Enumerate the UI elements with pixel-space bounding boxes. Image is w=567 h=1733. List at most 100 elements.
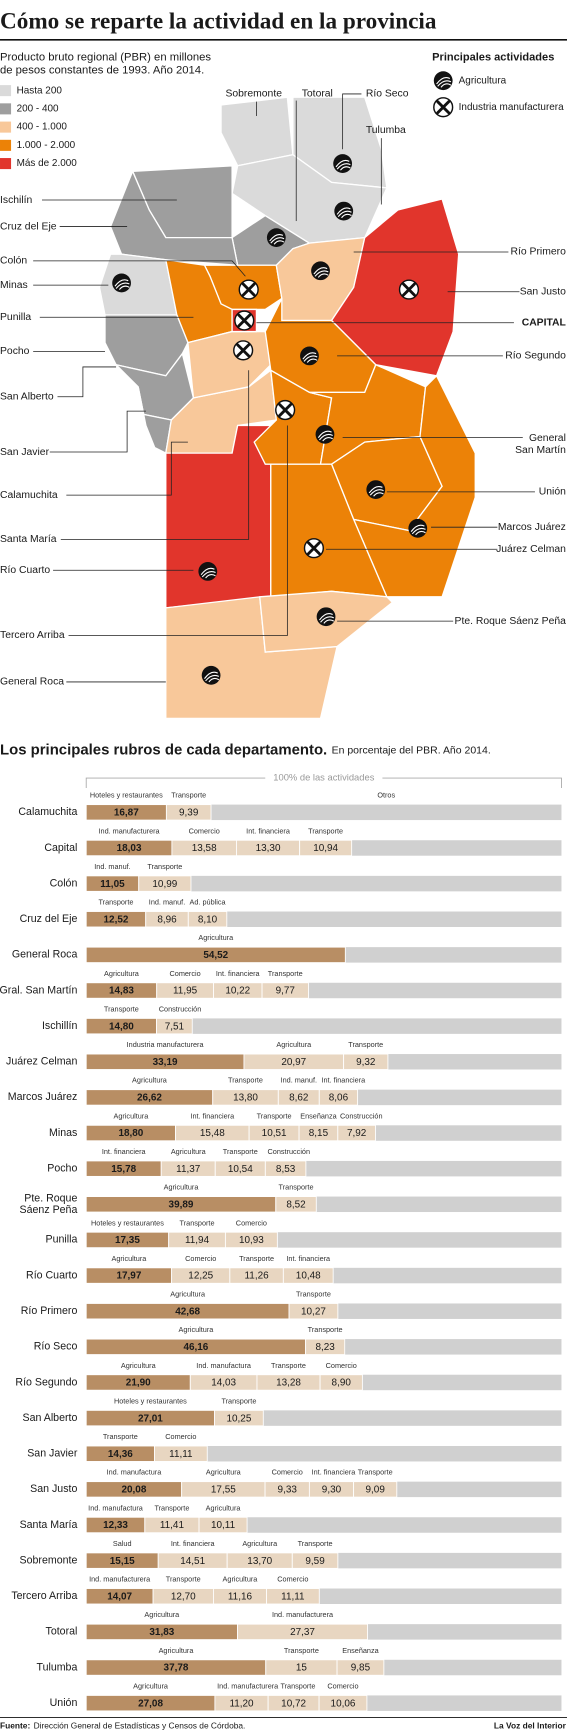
value-label: 9,39 [179,808,199,819]
value-label: 15,15 [110,1556,135,1567]
bar-row: Tulumba 37,78 Agricultura 15 Transporte 9,85 E… [36,1646,562,1676]
value-label: 10,25 [227,1413,252,1424]
segment-name: Hoteles y restaurantes [90,791,163,800]
bar-segment [237,1623,369,1641]
icon-agriculture [333,154,353,173]
value-label: 10,27 [301,1306,326,1317]
row-label: Tercero Arriba [11,1590,77,1602]
bar-row: Cruz del Eje 12,52 Transporte 8,96 Ind. manu… [20,898,562,928]
department-label: Cruz del Eje [0,221,57,232]
icon-agriculture [114,279,130,290]
segment-name: Transporte [239,1254,274,1263]
bar-row: Punilla 17,35 Hoteles y restaurantes 11,94 T… [46,1218,562,1249]
department-label: Ischilín [0,195,33,206]
value-label: 8,06 [329,1093,349,1104]
icon-agriculture [334,201,354,221]
value-label: 12,25 [188,1271,213,1282]
department-label: Punilla [0,312,31,323]
segment-name: Agricultura [132,1076,168,1085]
row-label: Tulumba [36,1661,77,1673]
leader-line [66,441,188,496]
icon-agriculture [266,228,286,248]
value-label: 18,80 [118,1128,143,1139]
value-label: 17,35 [115,1235,140,1246]
bar-segment [165,804,212,821]
bar-segment [319,1374,363,1391]
department-label: San Martín [515,445,566,456]
icon-agriculture [336,207,352,219]
value-label: 14,80 [109,1021,134,1032]
value-label: 26,62 [137,1093,162,1104]
segment-name: Transporte [271,1361,306,1370]
bar-row: Capital 18,03 Ind. manufacturera 13,58 Comer… [44,826,562,857]
segment-name: Ad. pública [190,898,227,907]
department-label: Tulumba [366,125,406,136]
row-label: Río Seco [34,1341,78,1353]
segment-name: Transporte [296,1290,331,1299]
icon-agriculture [436,77,452,88]
segment-name: Transporte [308,1325,343,1334]
source-label: Fuente: [0,1721,30,1731]
value-label: 46,16 [183,1342,208,1353]
value-label: 17,55 [211,1485,236,1496]
icon-agriculture [318,613,335,624]
legend-swatch [0,139,12,151]
segment-name: Comercio [185,1254,216,1263]
segment-name: Construcción [340,1111,383,1120]
bar-row: Gral. San Martín 14,83 Agricultura 11,95 Com… [0,969,562,999]
value-label: 12,33 [103,1520,128,1531]
value-label: 15 [296,1663,308,1674]
bar-segment [154,1445,208,1462]
subtitle: Producto bruto regional (PBR) en millone… [0,51,211,63]
department [330,198,460,377]
value-label: 13,30 [256,843,281,854]
bar-row: Totoral 31,83 Agricultura 27,37 Ind. manufac… [46,1610,562,1641]
value-label: 7,92 [347,1128,367,1139]
segment-name: Transporte [308,826,343,835]
row-label: San Justo [30,1483,77,1495]
legend-swatch [0,103,12,115]
value-label: 10,94 [313,843,338,854]
legend-label: Agricultura [459,75,507,86]
row-label: Colón [50,877,78,889]
row-label: San Alberto [23,1412,78,1424]
bar-segment [214,1409,264,1427]
row-label: Pte. Roque [24,1192,77,1204]
segment-name: Transporte [358,1468,393,1477]
rest-label: Otros [377,791,395,800]
icon-industry [306,541,321,556]
bar-track [86,875,562,892]
row-label: Sobremonte [20,1554,78,1566]
bar-track [86,1018,562,1034]
bar-row: Santa María 12,33 Ind. manufactura 11,41 Tra… [20,1503,562,1534]
segment-name: Int. financiera [102,1147,147,1156]
legend-label: Más de 2.000 [17,158,78,169]
icon-industry [278,403,293,418]
segment-name: Transporte [298,1539,333,1548]
segment-name: Comercio [189,826,220,835]
bar-segment [305,1338,346,1356]
segment-name: Agricultura [276,1040,312,1049]
segment-name: Transporte [171,791,206,800]
bar-segment [187,911,228,928]
segment-name: Transporte [268,969,303,978]
chart-title: Los principales rubros de cada departame… [0,741,327,758]
value-label: 9,32 [356,1057,376,1068]
row-label: Calamuchita [18,806,77,818]
icon-agriculture [366,480,386,500]
value-label: 21,90 [126,1378,151,1389]
icon-agriculture [317,430,333,442]
bar-segment [266,1588,320,1605]
source-text: Dirección General de Estadísticas y Cens… [34,1721,246,1731]
value-label: 11,37 [176,1164,201,1175]
segment-name: Construcción [268,1147,311,1156]
icon-agriculture [335,159,351,171]
subtitle: de pesos constantes de 1993. Año 2014. [0,65,204,77]
segment-name: Transporte [180,1218,215,1227]
department-label: Minas [0,280,28,291]
value-label: 14,83 [109,986,134,997]
bar-row: Minas 18,80 Agricultura 15,48 Int. financier… [49,1111,562,1142]
